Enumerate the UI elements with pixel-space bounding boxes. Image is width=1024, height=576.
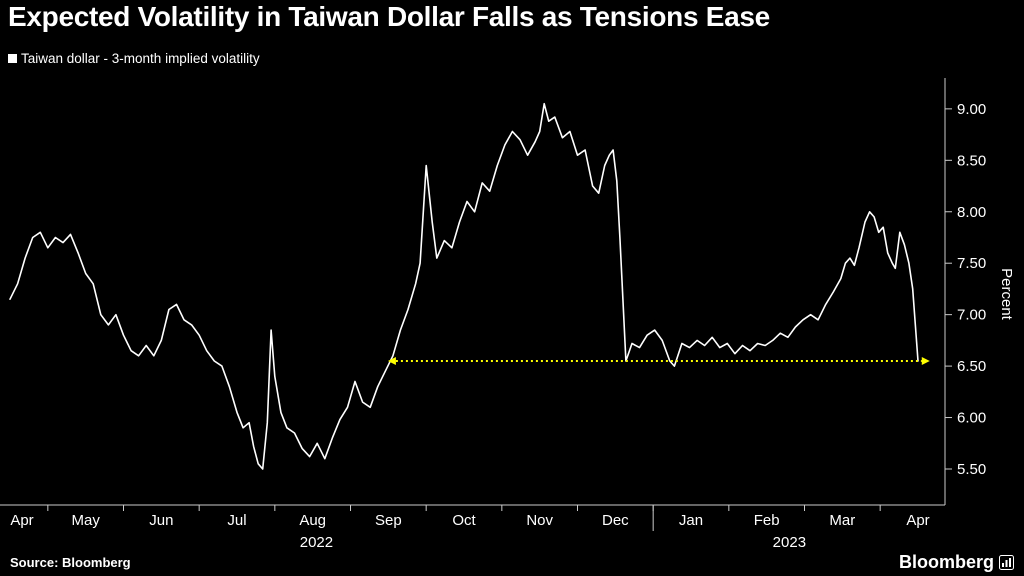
y-tick-label: 8.00 [957, 204, 986, 221]
legend-swatch-icon [8, 54, 17, 63]
bloomberg-wordmark: Bloomberg [898, 552, 994, 572]
y-tick-label: 9.00 [957, 101, 986, 118]
x-month-label: Mar [829, 512, 855, 529]
x-year-label: 2022 [300, 534, 333, 551]
x-month-label: Sep [375, 512, 402, 529]
x-month-label: Aug [299, 512, 326, 529]
y-tick-label: 6.00 [957, 410, 986, 427]
y-tick-label: 7.50 [957, 255, 986, 272]
y-tick-label: 7.00 [957, 307, 986, 324]
chart-title: Expected Volatility in Taiwan Dollar Fal… [8, 1, 770, 32]
legend: Taiwan dollar - 3-month implied volatili… [8, 51, 260, 66]
x-month-label: May [71, 512, 100, 529]
x-month-label: Feb [754, 512, 780, 529]
chart-footer: Source: Bloomberg Bloomberg [0, 552, 1024, 573]
volatility-line-chart: 5.50 6.00 6.50 7.00 7.50 8.00 8.50 9.00 Percent A… [0, 78, 1015, 551]
x-month-label: Jan [679, 512, 703, 529]
source-attribution: Source: Bloomberg [10, 555, 131, 570]
reference-arrow-left [387, 356, 396, 365]
x-year-label: 2023 [773, 534, 806, 551]
x-month-label: Oct [452, 512, 476, 529]
y-tick-label: 5.50 [957, 461, 986, 478]
x-month-label: Apr [10, 512, 33, 529]
legend-label: Taiwan dollar - 3-month implied volatili… [21, 51, 260, 66]
x-month-label: Dec [602, 512, 629, 529]
bloomberg-logo-icon [999, 555, 1014, 570]
reference-arrow-right [921, 356, 930, 365]
y-tick-label: 8.50 [957, 152, 986, 169]
y-axis-title: Percent [998, 268, 1015, 321]
x-month-label: Jun [149, 512, 173, 529]
x-month-label: Nov [526, 512, 553, 529]
x-month-label: Apr [906, 512, 929, 529]
y-tick-label: 6.50 [957, 358, 986, 375]
x-month-label: Jul [227, 512, 246, 529]
series-line [9, 102, 919, 470]
bloomberg-logo: Bloomberg [899, 552, 1014, 573]
